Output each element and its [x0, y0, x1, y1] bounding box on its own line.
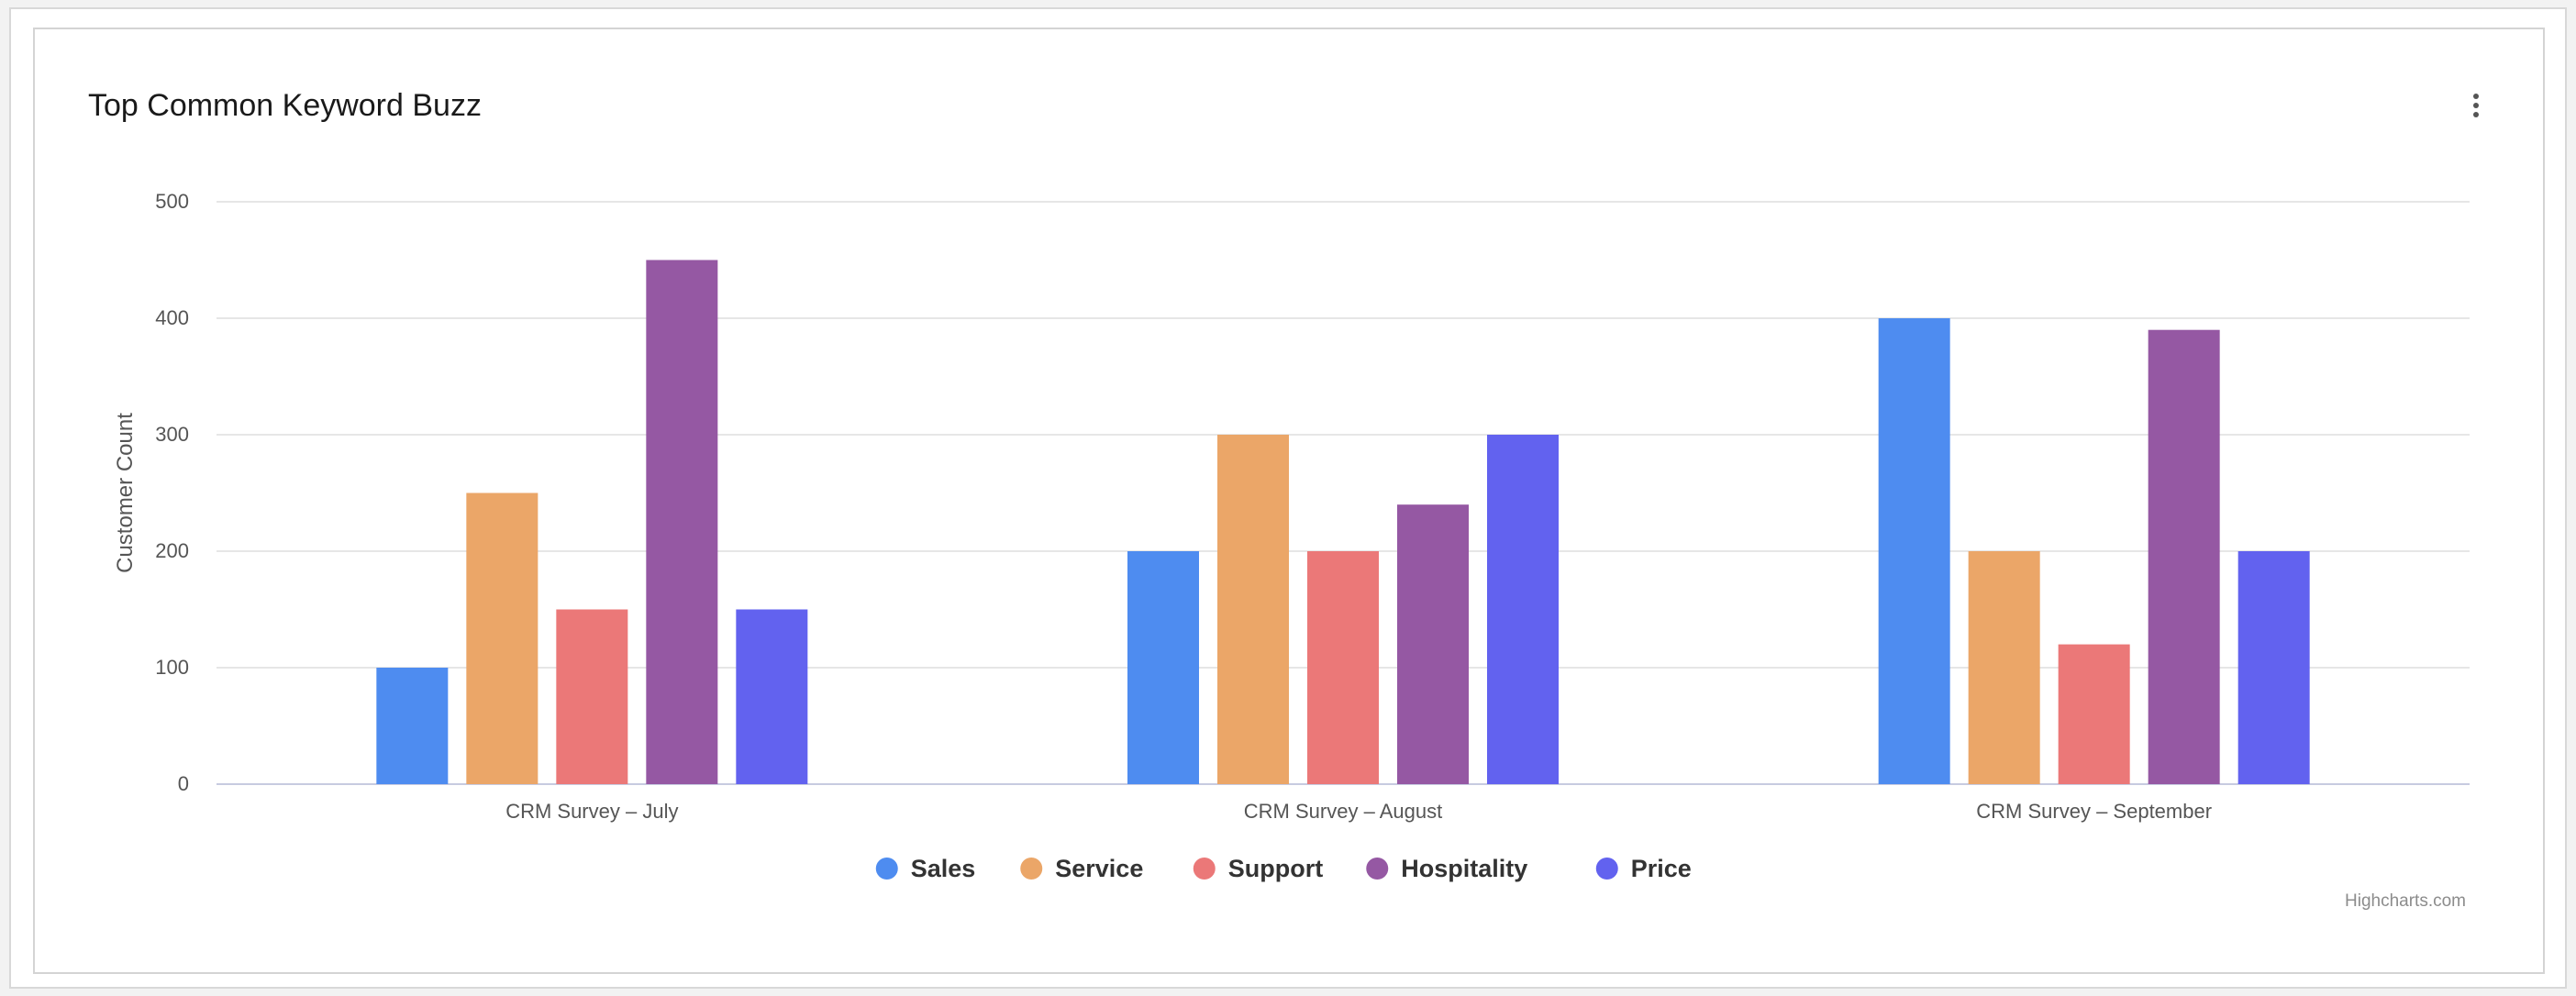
bar-hospitality [646, 260, 718, 784]
bar-sales [1127, 551, 1199, 784]
legend-item-support: Support [1228, 855, 1323, 882]
bar-hospitality [2148, 329, 2220, 784]
y-axis-title: Customer Count [113, 413, 138, 573]
legend-marker [1366, 858, 1389, 880]
kebab-menu-icon[interactable] [2462, 90, 2490, 121]
bar-support [2058, 644, 2130, 784]
legend-item-hospitality: Hospitality [1401, 855, 1527, 882]
bar-price [736, 609, 808, 784]
credit-link[interactable]: Highcharts.com [2345, 891, 2466, 911]
bar-price [2237, 551, 2310, 784]
x-category-label: CRM Survey – July [505, 800, 678, 823]
x-category-label: CRM Survey – August [1244, 800, 1442, 823]
y-tick-label: 400 [155, 306, 189, 329]
x-category-label: CRM Survey – September [1976, 800, 2212, 823]
legend-marker [1020, 858, 1043, 880]
bar-support [1307, 551, 1379, 784]
y-tick-label: 0 [178, 772, 189, 795]
legend-item-price: Price [1631, 855, 1692, 882]
legend-item-service: Service [1055, 855, 1143, 882]
legend-marker [1193, 858, 1216, 880]
legend-marker [1595, 858, 1618, 880]
y-tick-label: 100 [155, 656, 189, 679]
chart-title: Top Common Keyword Buzz [88, 88, 482, 123]
bar-service [1217, 435, 1289, 784]
bar-sales [1878, 318, 1950, 784]
bar-sales [376, 668, 449, 784]
y-tick-label: 500 [155, 190, 189, 213]
bar-hospitality [1397, 504, 1469, 784]
y-tick-label: 200 [155, 539, 189, 562]
legend-item-sales: Sales [911, 855, 976, 882]
bar-service [1968, 551, 2040, 784]
bar-support [556, 609, 628, 784]
bar-service [466, 492, 539, 784]
legend-marker [875, 858, 898, 880]
y-tick-label: 300 [155, 423, 189, 446]
bar-price [1487, 435, 1559, 784]
